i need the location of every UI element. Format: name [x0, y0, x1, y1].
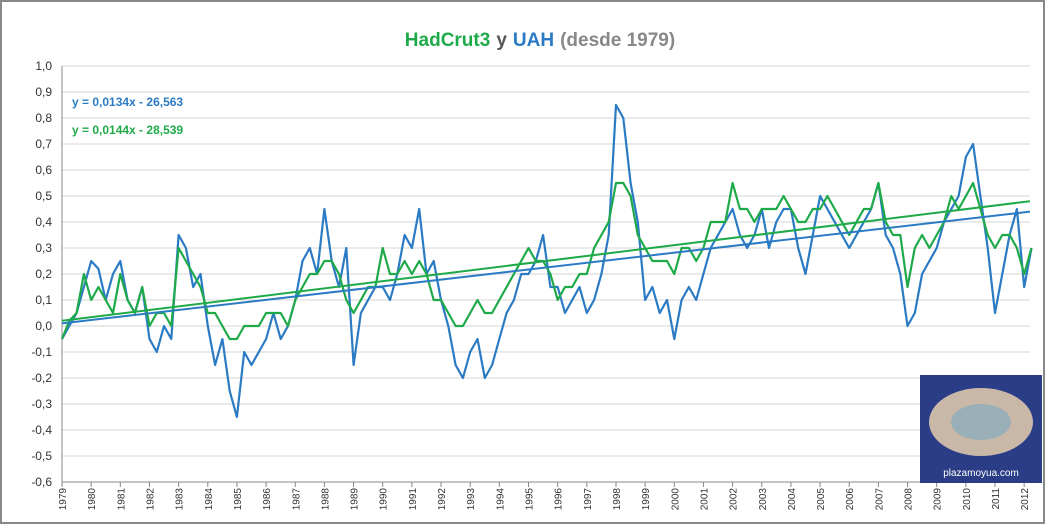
x-tick-label: 1980 — [87, 488, 98, 511]
x-tick-label: 1995 — [525, 488, 536, 511]
x-tick-label: 2004 — [787, 488, 798, 511]
x-tick-label: 2007 — [874, 488, 885, 511]
x-tick-label: 1982 — [145, 488, 156, 511]
x-tick-label: 2006 — [845, 488, 856, 511]
watermark-text: plazamoyua.com — [943, 468, 1019, 479]
x-tick-label: 1987 — [291, 488, 302, 511]
title-joiner: y — [496, 30, 507, 51]
x-tick-label: 1979 — [58, 488, 69, 511]
x-tick-label: 2003 — [758, 488, 769, 511]
y-tick-label: -0,5 — [31, 449, 52, 463]
y-tick-label: -0,6 — [31, 475, 52, 489]
x-tick-label: 1990 — [379, 488, 390, 511]
trend-line — [61, 210, 1031, 325]
x-tick-label: 1997 — [583, 488, 594, 511]
trend-label: y = 0,0134x - 26,563 — [72, 95, 183, 109]
x-tick-label: 2005 — [816, 488, 827, 511]
y-tick-label: 0,0 — [35, 319, 52, 333]
x-tick-label: 2011 — [991, 488, 1002, 510]
title-suffix: (desde 1979) — [560, 30, 675, 51]
x-tick-label: 2010 — [962, 488, 973, 511]
trend-label: y = 0,0144x - 28,539 — [72, 123, 183, 137]
y-tick-label: 0,1 — [35, 293, 52, 307]
x-tick-label: 1985 — [233, 488, 244, 511]
y-tick-label: 0,4 — [35, 215, 52, 229]
trend-line — [61, 200, 1031, 322]
x-tick-label: 1983 — [175, 488, 186, 511]
x-tick-label: 2012 — [1020, 488, 1031, 511]
y-tick-label: 0,2 — [35, 267, 52, 281]
title-series-b: UAH — [513, 30, 554, 51]
x-tick-label: 1986 — [262, 488, 273, 511]
x-tick-label: 2000 — [670, 488, 681, 511]
y-tick-label: -0,2 — [31, 371, 52, 385]
title-series-a: HadCrut3 — [405, 30, 491, 51]
y-tick-label: 0,8 — [35, 111, 52, 125]
y-tick-label: 0,7 — [35, 137, 52, 151]
x-tick-label: 1988 — [320, 488, 331, 511]
y-tick-label: -0,4 — [31, 423, 52, 437]
y-tick-label: 0,5 — [35, 189, 52, 203]
watermark-logo-inner — [951, 404, 1011, 440]
x-tick-label: 1998 — [612, 488, 623, 511]
x-tick-label: 1989 — [350, 488, 361, 511]
x-tick-label: 1991 — [408, 488, 419, 511]
x-tick-label: 2008 — [904, 488, 915, 511]
x-tick-label: 1992 — [437, 488, 448, 511]
x-tick-label: 1984 — [204, 488, 215, 511]
y-tick-label: 1,0 — [35, 59, 52, 73]
y-tick-label: -0,1 — [31, 345, 52, 359]
y-tick-label: 0,3 — [35, 241, 52, 255]
y-tick-label: 0,6 — [35, 163, 52, 177]
x-tick-label: 1999 — [641, 488, 652, 511]
y-tick-label: 0,9 — [35, 85, 52, 99]
x-tick-label: 2001 — [699, 488, 710, 511]
chart-title: HadCrut3 y UAH (desde 1979) — [405, 30, 675, 51]
y-tick-label: -0,3 — [31, 397, 52, 411]
x-tick-label: 1993 — [466, 488, 477, 511]
x-tick-label: 2009 — [933, 488, 944, 511]
x-tick-label: 1996 — [554, 488, 565, 511]
x-tick-label: 1994 — [495, 488, 506, 511]
x-tick-label: 1981 — [116, 488, 127, 511]
x-tick-label: 2002 — [729, 488, 740, 511]
watermark: plazamoyua.com — [920, 375, 1042, 483]
